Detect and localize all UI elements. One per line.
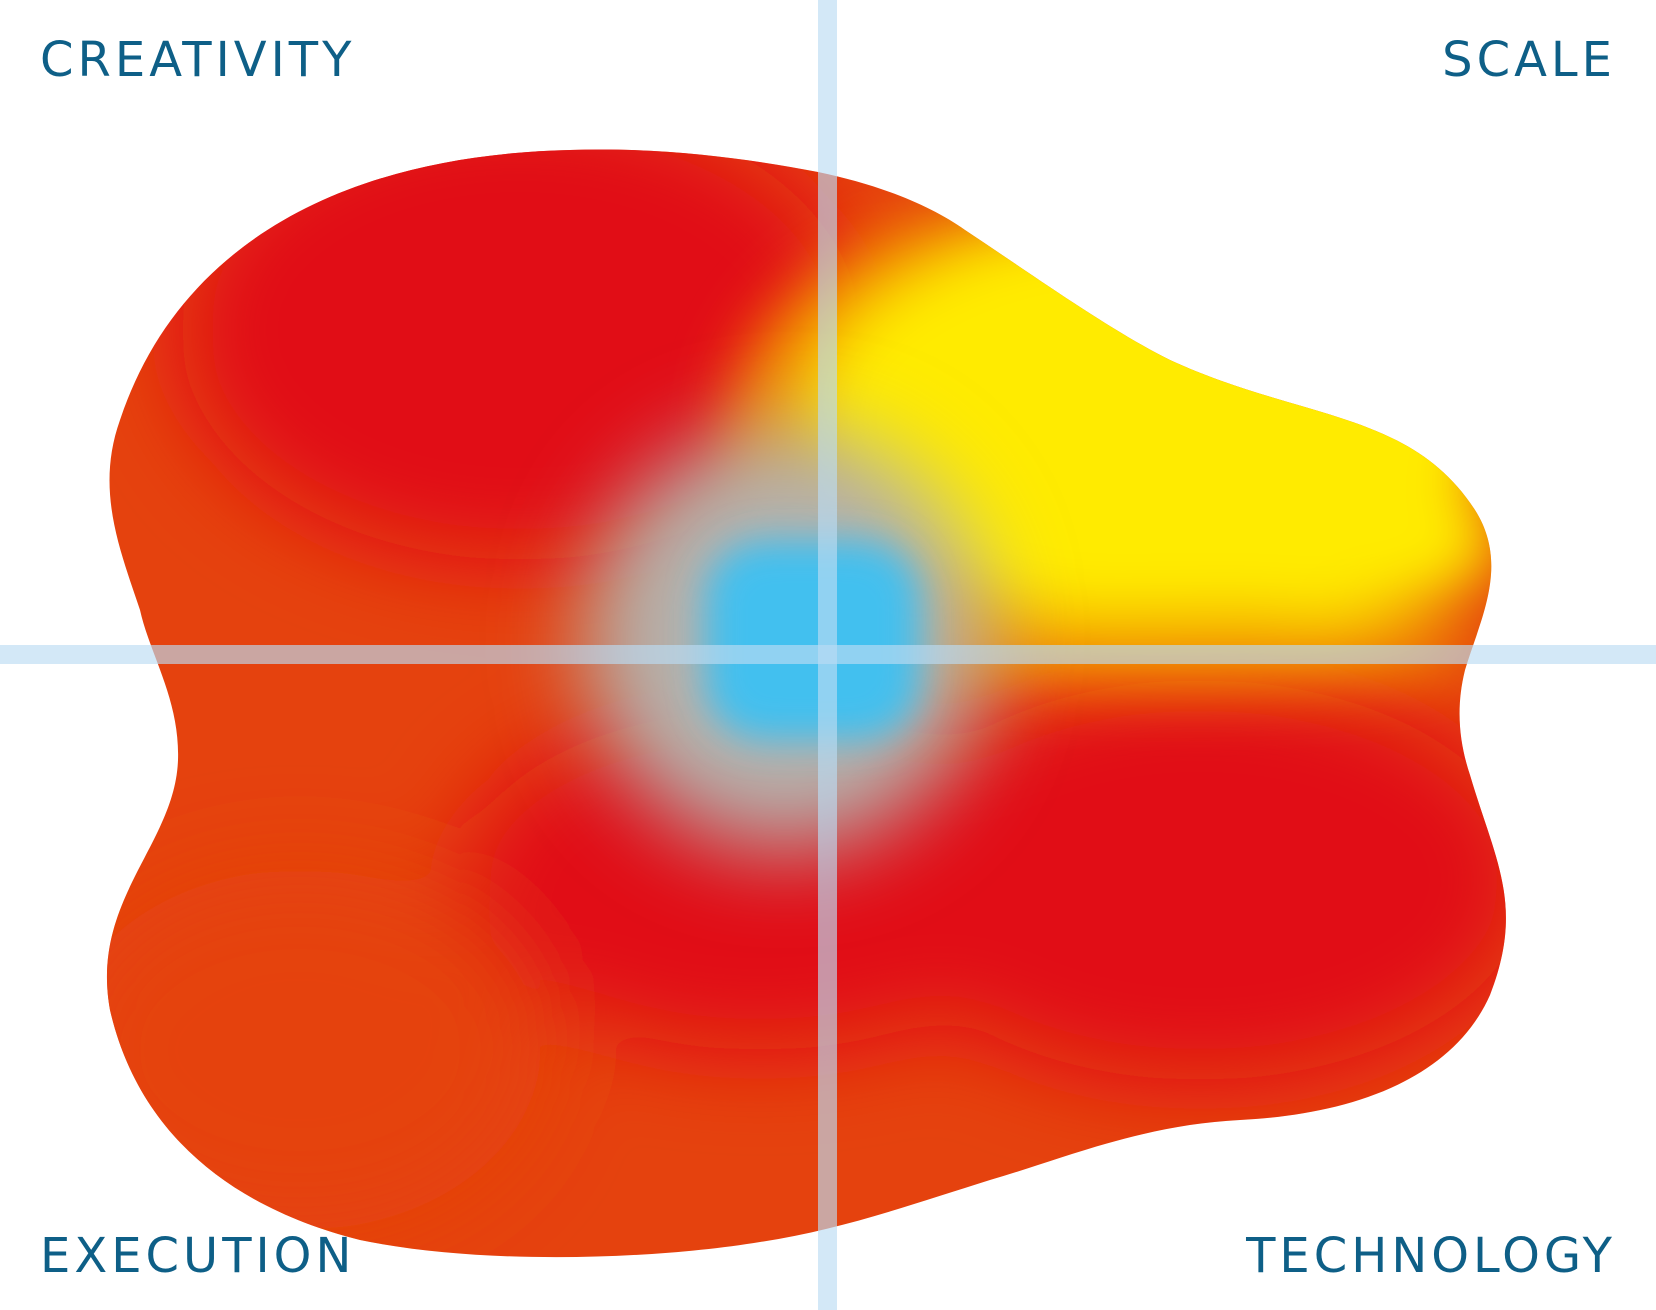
red-region-top-left	[180, 149, 860, 560]
orange-region-bottom-left	[106, 870, 540, 1230]
blue-core	[705, 540, 920, 740]
horizontal-axis	[0, 645, 1656, 664]
label-creativity: CREATIVITY	[40, 32, 355, 88]
label-technology: TECHNOLOGY	[1245, 1228, 1616, 1284]
label-scale: SCALE	[1442, 32, 1616, 88]
red-region-bottom-right	[870, 680, 1506, 1080]
label-execution: EXECUTION	[40, 1228, 355, 1284]
yellow-region-right	[1140, 460, 1500, 620]
